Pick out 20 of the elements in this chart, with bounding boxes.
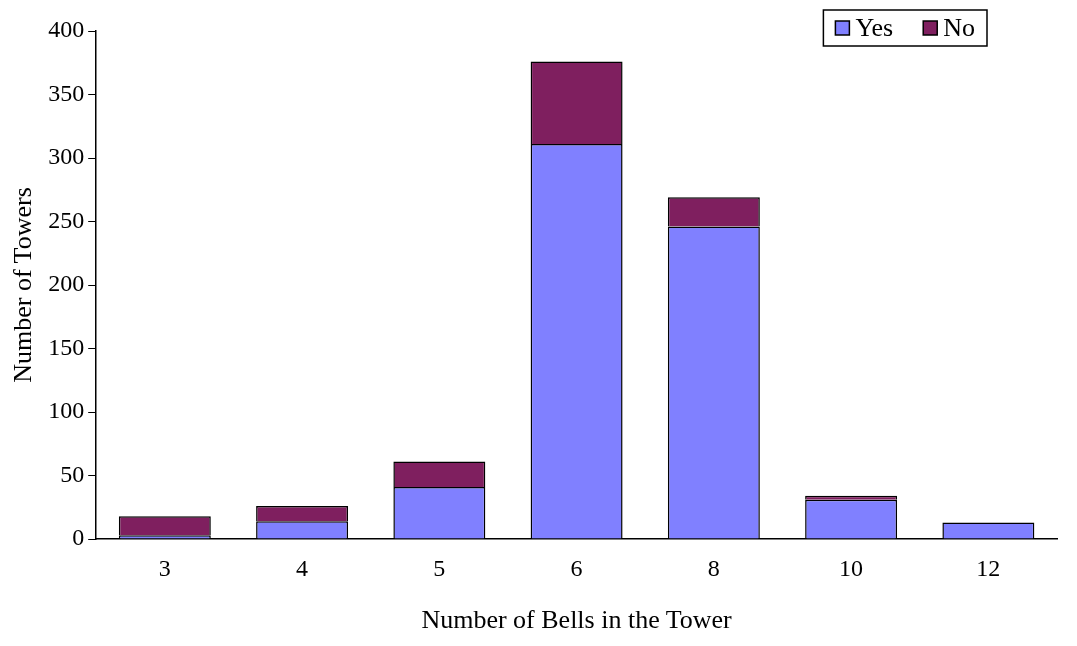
y-tick-label: 250 — [48, 206, 85, 233]
y-axis-title: Number of Towers — [8, 187, 38, 383]
x-tick-label: 3 — [158, 554, 171, 581]
x-tick-label: 5 — [433, 554, 446, 581]
x-axis-title: Number of Bells in the Tower — [421, 605, 733, 635]
x-tick-label: 8 — [707, 554, 720, 581]
y-tick-label: 50 — [60, 460, 85, 487]
y-tick-label: 350 — [48, 79, 85, 106]
y-tick-label: 300 — [48, 143, 85, 170]
y-tick-label: 0 — [72, 524, 85, 551]
y-tick-label: 400 — [48, 16, 85, 43]
y-tick-label: 100 — [48, 397, 85, 424]
x-tick-label: 6 — [570, 554, 583, 581]
legend-label: No — [943, 12, 975, 42]
y-tick-label: 200 — [48, 270, 85, 297]
y-tick-label: 150 — [48, 333, 85, 360]
x-tick-label: 12 — [976, 554, 1001, 581]
x-tick-label: 10 — [839, 554, 864, 581]
legend-label: Yes — [855, 12, 894, 42]
x-tick-label: 4 — [296, 554, 309, 581]
